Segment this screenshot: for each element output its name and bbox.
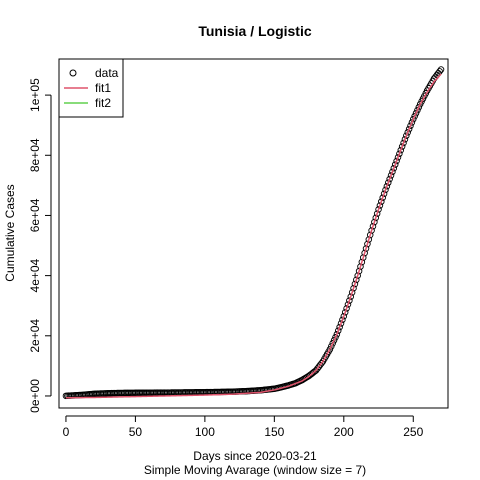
y-tick-label: 4e+04: [28, 258, 42, 292]
data-point: [366, 231, 374, 239]
data-point: [369, 223, 377, 230]
y-tick-label: 2e+04: [28, 319, 42, 353]
data-point: [339, 316, 346, 324]
data-point: [405, 125, 413, 133]
data-point: [401, 136, 409, 143]
data-point: [362, 245, 370, 252]
data-point: [410, 115, 417, 123]
data-point: [340, 312, 348, 320]
data-point: [397, 146, 405, 154]
data-point: [373, 210, 381, 217]
x-tick-label: 50: [129, 425, 143, 439]
data-point: [407, 122, 414, 130]
series-line-fit1: [65, 73, 442, 399]
data-point: [398, 143, 406, 150]
data-point: [415, 103, 423, 111]
x-tick-label: 100: [195, 425, 215, 439]
data-point: [355, 267, 363, 275]
data-point: [353, 276, 360, 284]
chart-title: Tunisia / Logistic: [198, 23, 312, 39]
data-point: [348, 289, 356, 296]
data-point: [328, 343, 335, 350]
data-point: [341, 309, 349, 316]
data-point: [414, 106, 421, 114]
data-point: [368, 227, 375, 234]
series-layer: [62, 66, 445, 400]
data-point: [386, 175, 393, 183]
data-point: [411, 112, 418, 120]
data-point: [391, 161, 399, 168]
data-point: [347, 293, 355, 300]
x-tick-label: 0: [63, 425, 70, 439]
data-point: [378, 198, 385, 205]
data-point: [404, 129, 411, 136]
data-point: [332, 334, 339, 341]
data-point: [326, 346, 334, 353]
data-point: [344, 301, 352, 308]
data-point: [382, 186, 389, 194]
data-point: [385, 179, 392, 186]
legend-fit2-label: fit2: [95, 96, 111, 110]
data-point: [383, 183, 391, 190]
data-point: [380, 190, 388, 198]
data-point: [403, 132, 410, 139]
data-point: [412, 109, 420, 117]
data-point: [358, 258, 366, 266]
data-point: [437, 66, 445, 73]
legend-data-marker: [69, 69, 77, 77]
data-point: [360, 254, 367, 261]
plot-frame: [58, 58, 449, 409]
y-tick-label: 1e+05: [28, 78, 42, 112]
data-point: [396, 150, 403, 158]
data-point: [390, 164, 398, 172]
x-tick-label: 200: [334, 425, 354, 439]
x-tick-label: 250: [403, 425, 423, 439]
data-point: [365, 236, 373, 243]
data-point: [343, 305, 350, 312]
data-point: [375, 206, 382, 213]
y-axis: 0e+00 2e+04 4e+04 6e+04 8e+04 1e+05: [28, 78, 52, 413]
legend: data fit1 fit2: [58, 58, 124, 118]
y-tick-label: 6e+04: [28, 198, 42, 232]
data-point: [436, 68, 443, 75]
data-point: [387, 172, 395, 179]
x-axis-sublabel: Simple Moving Avarage (window size = 7): [144, 463, 366, 477]
data-point: [335, 327, 342, 334]
data-point: [372, 214, 380, 222]
data-point: [354, 272, 361, 279]
data-point: [350, 285, 357, 292]
data-point: [346, 297, 353, 304]
data-point: [408, 119, 416, 126]
y-tick-label: 0e+00: [28, 379, 42, 413]
data-point: [361, 249, 368, 257]
x-axis-label: Days since 2020-03-21: [193, 449, 317, 463]
data-point: [336, 323, 343, 331]
data-point: [329, 340, 336, 347]
data-point: [330, 337, 338, 344]
data-point: [393, 157, 400, 165]
data-point: [400, 139, 407, 147]
legend-data-label: data: [95, 66, 119, 80]
data-point: [333, 331, 341, 338]
data-point: [364, 240, 371, 248]
y-tick-label: 8e+04: [28, 138, 42, 172]
data-point: [357, 263, 364, 270]
data-point: [389, 168, 396, 176]
data-point: [379, 194, 386, 201]
data-point: [351, 280, 359, 288]
data-point: [394, 154, 402, 161]
x-tick-label: 150: [264, 425, 284, 439]
data-point: [376, 202, 384, 209]
y-axis-label: Cumulative Cases: [3, 184, 17, 281]
data-point: [371, 218, 378, 226]
x-axis: 0 50 100 150 200 250: [63, 415, 424, 439]
legend-fit1-label: fit1: [95, 81, 111, 95]
data-point: [337, 320, 345, 327]
